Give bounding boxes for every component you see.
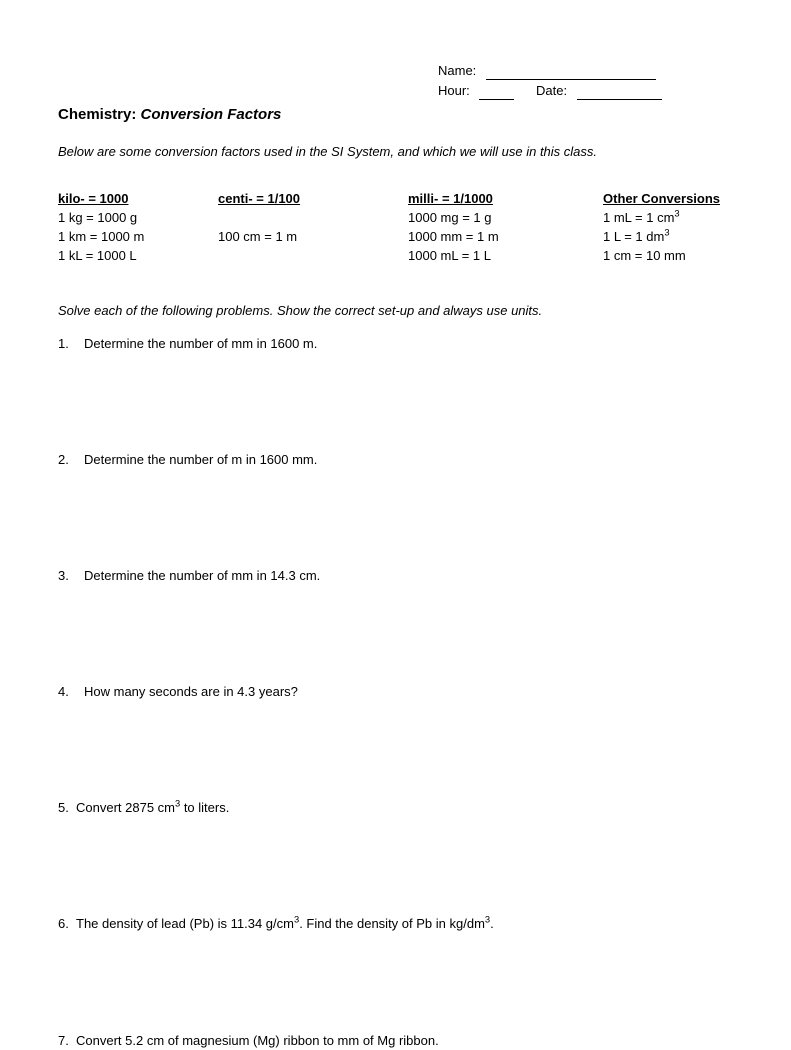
problem-number: 2. bbox=[58, 451, 84, 469]
conversion-table: kilo- = 1000 1 kg = 1000 g 1 km = 1000 m… bbox=[58, 190, 733, 267]
problem-number: 7. bbox=[58, 1032, 76, 1050]
col-head: centi- = 1/100 bbox=[218, 190, 408, 208]
conv-row: 1000 mg = 1 g bbox=[408, 209, 603, 227]
problem-text: Determine the number of mm in 1600 m. bbox=[84, 335, 317, 353]
problem-number: 5. bbox=[58, 799, 76, 817]
problem-number: 1. bbox=[58, 335, 84, 353]
hour-blank[interactable] bbox=[479, 99, 514, 100]
col-head: milli- = 1/1000 bbox=[408, 190, 603, 208]
header-fields: Name: Hour: Date: bbox=[438, 62, 733, 100]
date-label: Date: bbox=[536, 83, 567, 98]
problem-text: Convert 2875 cm3 to liters. bbox=[76, 799, 229, 817]
intro-text: Below are some conversion factors used i… bbox=[58, 143, 733, 161]
col-centi: centi- = 1/100 100 cm = 1 m bbox=[218, 190, 408, 267]
problem: 5.Convert 2875 cm3 to liters. bbox=[58, 799, 733, 817]
conv-row: 100 cm = 1 m bbox=[218, 228, 408, 246]
conv-row: 1 kL = 1000 L bbox=[58, 247, 218, 265]
title-subject: Conversion Factors bbox=[141, 106, 282, 123]
title-prefix: Chemistry: bbox=[58, 106, 141, 123]
solve-instruction: Solve each of the following problems. Sh… bbox=[58, 302, 733, 320]
problem-number: 4. bbox=[58, 683, 84, 701]
date-blank[interactable] bbox=[577, 99, 662, 100]
col-head: kilo- = 1000 bbox=[58, 190, 218, 208]
conv-row: 1 L = 1 dm3 bbox=[603, 228, 720, 246]
page-title: Chemistry: Conversion Factors bbox=[58, 104, 733, 125]
problems-list: 1.Determine the number of mm in 1600 m. 2… bbox=[58, 335, 733, 1050]
problem: 4.How many seconds are in 4.3 years? bbox=[58, 683, 733, 701]
problem: 6.The density of lead (Pb) is 11.34 g/cm… bbox=[58, 915, 733, 933]
conv-row bbox=[218, 247, 408, 265]
conv-row bbox=[218, 209, 408, 227]
problem-text: How many seconds are in 4.3 years? bbox=[84, 683, 298, 701]
problem-text: Convert 5.2 cm of magnesium (Mg) ribbon … bbox=[76, 1032, 439, 1050]
name-blank[interactable] bbox=[486, 79, 656, 80]
col-milli: milli- = 1/1000 1000 mg = 1 g 1000 mm = … bbox=[408, 190, 603, 267]
conv-row: 1000 mm = 1 m bbox=[408, 228, 603, 246]
problem-text: Determine the number of m in 1600 mm. bbox=[84, 451, 317, 469]
problem: 2.Determine the number of m in 1600 mm. bbox=[58, 451, 733, 469]
conv-row: 1000 mL = 1 L bbox=[408, 247, 603, 265]
col-head: Other Conversions bbox=[603, 190, 720, 208]
problem-text: Determine the number of mm in 14.3 cm. bbox=[84, 567, 320, 585]
problem-number: 6. bbox=[58, 915, 76, 933]
problem-text: The density of lead (Pb) is 11.34 g/cm3.… bbox=[76, 915, 494, 933]
problem: 7.Convert 5.2 cm of magnesium (Mg) ribbo… bbox=[58, 1032, 733, 1050]
col-kilo: kilo- = 1000 1 kg = 1000 g 1 km = 1000 m… bbox=[58, 190, 218, 267]
hour-label: Hour: bbox=[438, 83, 470, 98]
conv-row: 1 kg = 1000 g bbox=[58, 209, 218, 227]
conv-row: 1 cm = 10 mm bbox=[603, 247, 720, 265]
conv-row: 1 km = 1000 m bbox=[58, 228, 218, 246]
name-label: Name: bbox=[438, 63, 476, 78]
problem-number: 3. bbox=[58, 567, 84, 585]
col-other: Other Conversions 1 mL = 1 cm3 1 L = 1 d… bbox=[603, 190, 720, 267]
problem: 1.Determine the number of mm in 1600 m. bbox=[58, 335, 733, 353]
problem: 3.Determine the number of mm in 14.3 cm. bbox=[58, 567, 733, 585]
conv-row: 1 mL = 1 cm3 bbox=[603, 209, 720, 227]
